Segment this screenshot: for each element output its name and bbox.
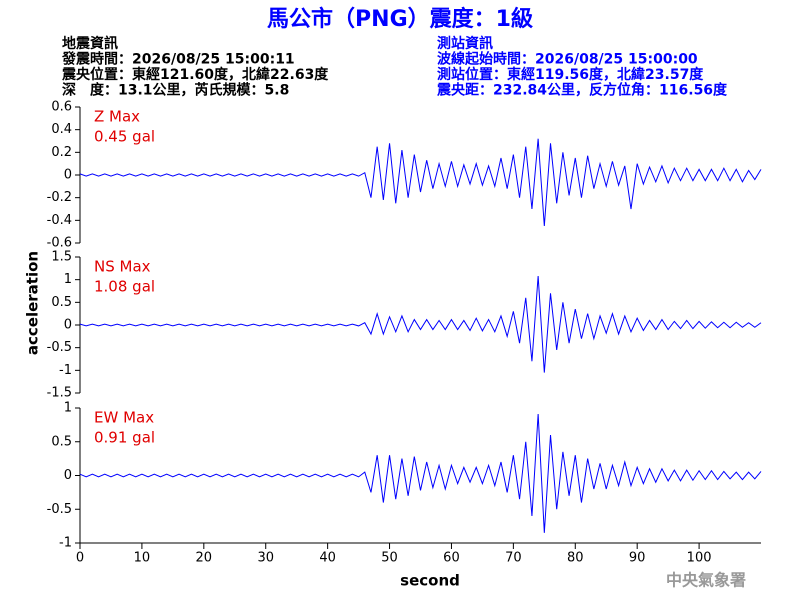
y-tick-label: -1 (59, 363, 72, 378)
info-right: 測站資訊 (437, 35, 493, 52)
trace-max: 1.08 gal (94, 278, 155, 296)
y-tick-label: -1 (59, 536, 72, 551)
chart-title: 馬公市（PNG）震度：1級 (267, 6, 533, 32)
x-tick-label: 40 (319, 551, 336, 566)
x-tick-label: 30 (257, 551, 274, 566)
y-tick-label: 0.6 (51, 100, 72, 115)
y-tick-label: 0.4 (51, 122, 72, 137)
x-axis-label: second (400, 572, 460, 590)
info-right: 波線起始時間：2026/08/25 15:00:00 (437, 51, 698, 68)
info-left: 深 度：13.1公里，芮氏規模：5.8 (62, 82, 289, 99)
y-tick-label: 0 (64, 468, 72, 483)
x-tick-label: 80 (567, 551, 584, 566)
credit: 中央氣象署 (666, 571, 746, 590)
y-tick-label: 0 (64, 168, 72, 183)
x-tick-label: 20 (196, 551, 213, 566)
info-left: 地震資訊 (62, 35, 118, 52)
x-tick-label: 0 (76, 551, 84, 566)
y-tick-label: 1.5 (51, 250, 72, 265)
x-tick-label: 100 (687, 551, 712, 566)
trace-name: EW Max (94, 409, 154, 427)
x-tick-label: 50 (381, 551, 398, 566)
x-tick-label: 70 (505, 551, 522, 566)
y-tick-label: 0.2 (51, 145, 72, 160)
waveform (79, 276, 762, 373)
trace-name: Z Max (94, 108, 140, 126)
x-tick-label: 90 (629, 551, 646, 566)
waveform (79, 138, 762, 227)
y-tick-label: 0.5 (51, 295, 72, 310)
info-right: 震央距：232.84公里，反方位角：116.56度 (436, 82, 728, 99)
x-tick-label: 10 (134, 551, 151, 566)
info-right: 測站位置：東經119.56度，北緯23.57度 (437, 66, 704, 83)
y-tick-label: -0.2 (47, 190, 72, 205)
info-left: 震央位置：東經121.60度，北緯22.63度 (61, 66, 329, 83)
y-tick-label: -0.5 (47, 340, 72, 355)
y-tick-label: 0 (64, 318, 72, 333)
y-tick-label: -0.5 (47, 502, 72, 517)
y-tick-label: -1.5 (47, 386, 72, 401)
y-tick-label: 1 (64, 401, 72, 416)
y-tick-label: -0.4 (47, 213, 72, 228)
waveform (79, 414, 762, 533)
y-tick-label: 0.5 (51, 434, 72, 449)
y-tick-label: -0.6 (47, 236, 72, 251)
trace-max: 0.45 gal (94, 128, 155, 146)
y-axis-label: acceleration (24, 251, 42, 355)
trace-max: 0.91 gal (94, 429, 155, 447)
trace-name: NS Max (94, 258, 151, 276)
info-left: 發震時間：2026/08/25 15:00:11 (61, 51, 295, 68)
y-tick-label: 1 (64, 272, 72, 287)
x-tick-label: 60 (443, 551, 460, 566)
